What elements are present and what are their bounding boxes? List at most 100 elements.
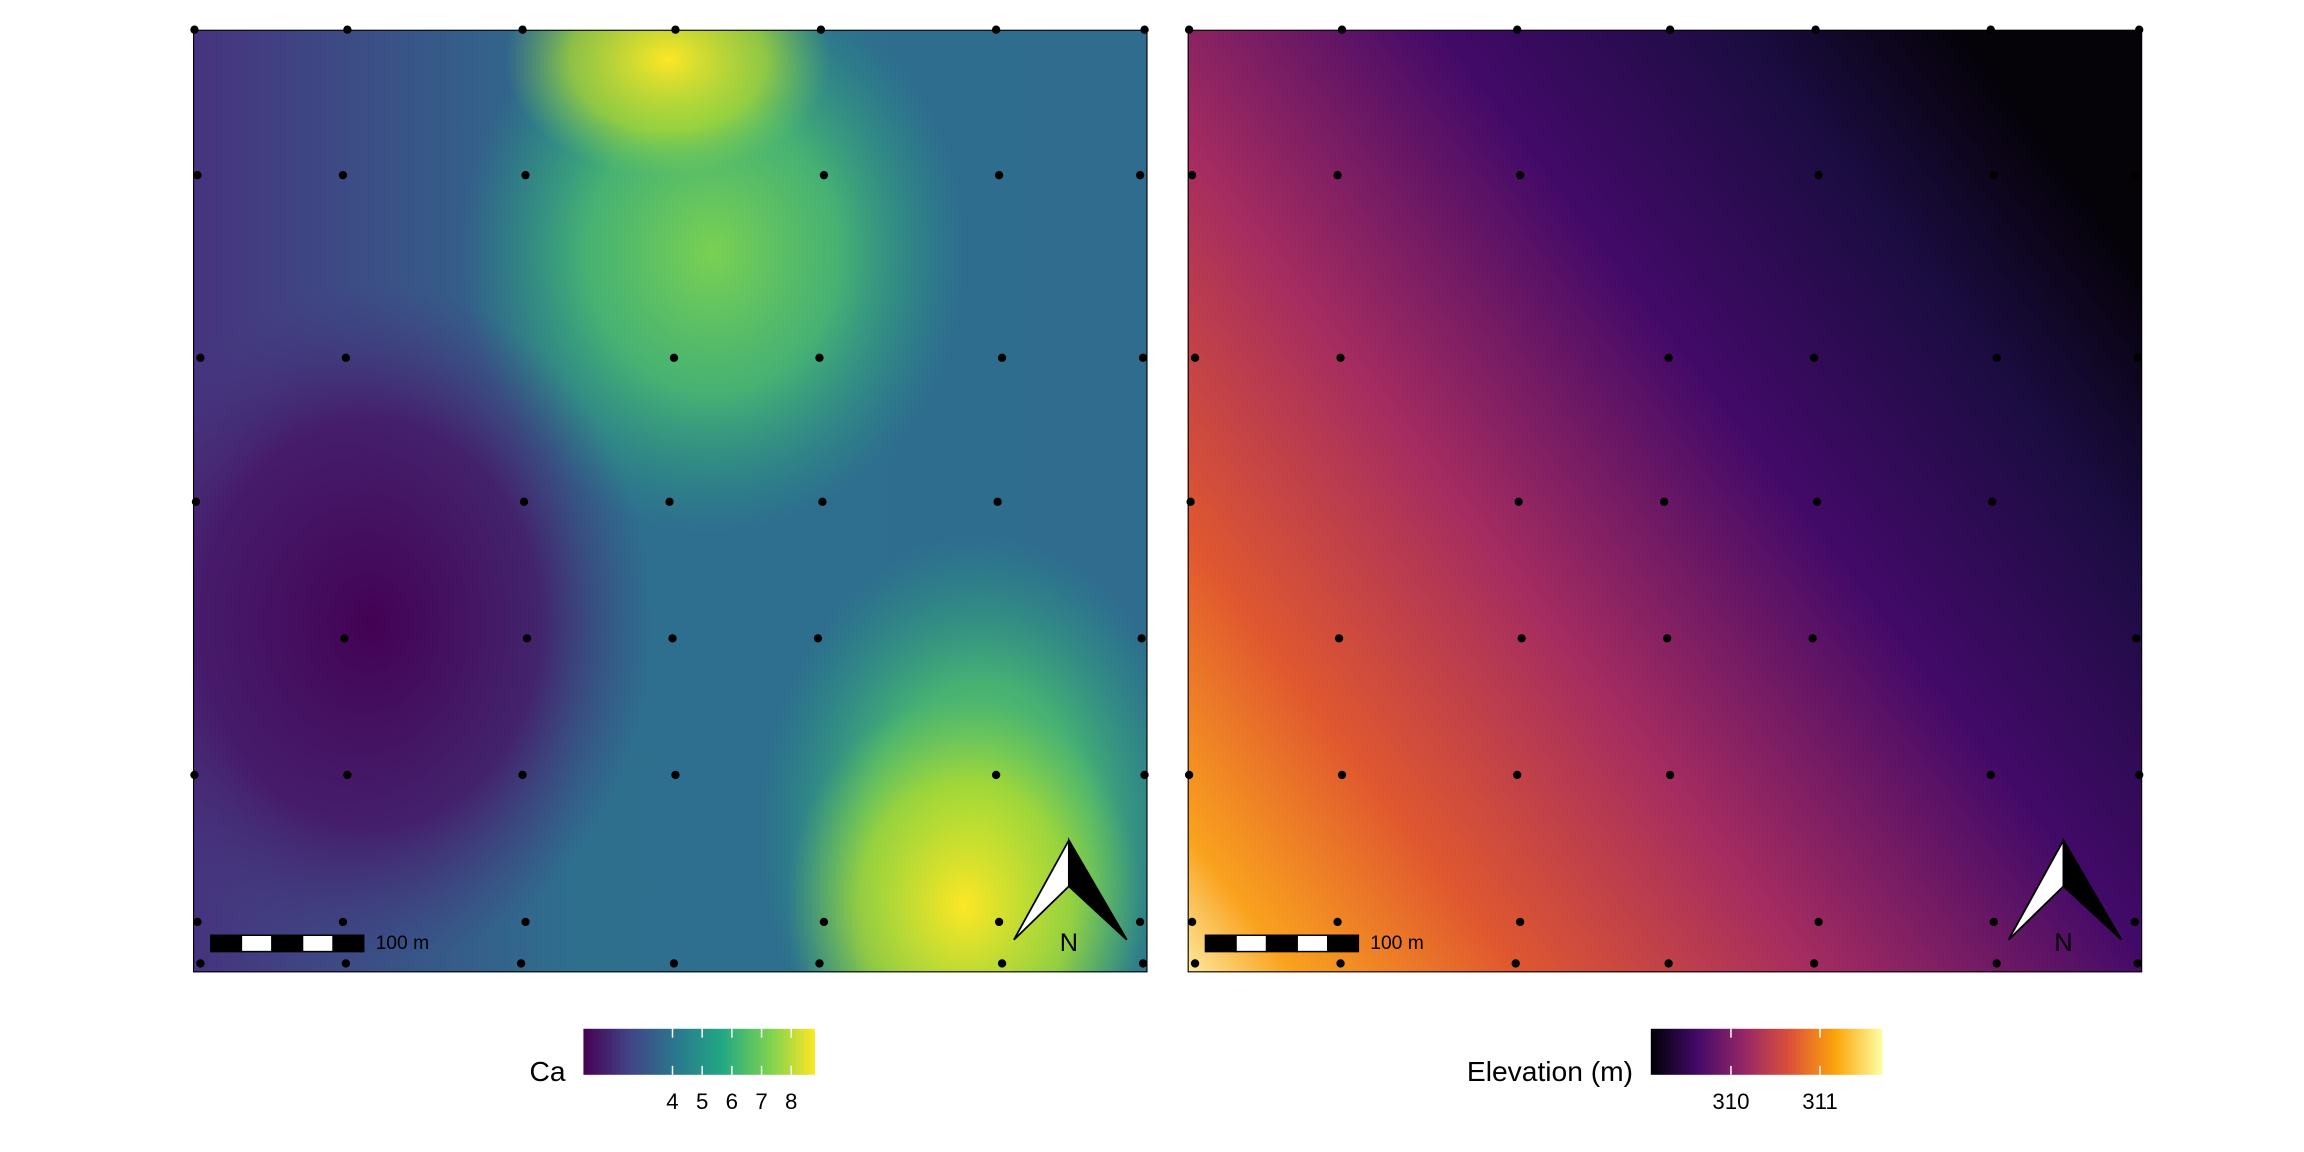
sample-point	[338, 917, 348, 927]
sample-point	[1513, 770, 1522, 780]
scale-bar-segment	[210, 934, 243, 953]
sample-point	[1514, 497, 1523, 506]
sample-point	[665, 497, 674, 506]
sample-point	[1138, 353, 1148, 362]
sample-point	[341, 353, 351, 362]
sample-point	[994, 917, 1004, 927]
sample-point	[2130, 171, 2139, 180]
sample-point	[671, 25, 680, 34]
colorbar-tick-label: 311	[1802, 1089, 1837, 1114]
sample-point	[1187, 171, 1197, 180]
sample-point	[1992, 959, 2001, 968]
legend-title: Elevation (m)	[1467, 1055, 1633, 1087]
sample-point	[1812, 497, 1822, 506]
sample-point	[819, 171, 829, 180]
sample-point	[193, 171, 202, 180]
sample-point	[997, 959, 1007, 968]
scale-bar-segment	[240, 934, 273, 953]
sample-point	[1988, 497, 1997, 506]
sample-point	[1814, 171, 1823, 180]
sample-point	[338, 171, 348, 180]
sample-point	[343, 770, 352, 780]
overlays: 100 m N 100 m N	[190, 25, 2144, 968]
sample-point	[1135, 171, 1145, 180]
scale-bar-segment	[271, 934, 304, 953]
sample-point	[1517, 634, 1526, 643]
sample-point	[1665, 770, 1675, 780]
sample-point	[1989, 917, 1998, 927]
sample-point	[2132, 634, 2141, 643]
sample-point	[1516, 917, 1525, 927]
sample-point	[1662, 634, 1672, 643]
sample-point	[518, 25, 527, 34]
sample-point	[819, 917, 829, 927]
legend-title: Ca	[530, 1055, 566, 1087]
sample-point	[994, 171, 1004, 180]
sample-point	[343, 25, 352, 34]
sample-point	[191, 497, 201, 506]
sample-point	[521, 171, 530, 180]
sample-point	[1336, 959, 1345, 968]
sample-point	[522, 634, 532, 643]
sample-point	[1808, 634, 1817, 643]
sample-point	[668, 634, 677, 643]
sample-point	[993, 497, 1002, 506]
sample-point	[196, 353, 205, 362]
sample-point	[991, 25, 1001, 34]
elevation-colorbar	[1650, 1028, 1883, 1075]
sample-point	[1814, 917, 1823, 927]
colorbar-tick-label: 4	[666, 1089, 678, 1114]
sample-point	[1184, 770, 1194, 780]
sample-point	[1809, 353, 1819, 362]
sample-point	[1664, 959, 1673, 968]
scale-bar-segment	[301, 934, 334, 953]
north-label: N	[1060, 929, 1078, 957]
sample-point	[1665, 25, 1675, 34]
sample-point	[813, 634, 823, 643]
sample-point	[818, 497, 827, 506]
scale-bar-segment	[1235, 934, 1268, 953]
sample-point	[1333, 171, 1342, 180]
sample-point	[991, 770, 1001, 780]
sample-point	[815, 959, 824, 968]
sample-point	[1809, 959, 1819, 968]
sample-point	[1184, 25, 1194, 34]
scale-bar-segment	[1204, 934, 1237, 953]
scale-bar-segment	[332, 934, 365, 953]
sample-point	[341, 959, 351, 968]
sample-point	[1516, 171, 1525, 180]
sample-point	[1190, 959, 1200, 968]
scale-bar-segment	[1327, 934, 1360, 953]
sample-point	[1137, 634, 1146, 643]
sample-point	[2133, 353, 2142, 362]
sample-point	[1186, 497, 1195, 506]
sample-point	[1140, 25, 1149, 34]
sample-point	[518, 770, 527, 780]
sample-point	[1187, 917, 1197, 927]
north-arrow-right	[1067, 836, 1128, 941]
colorbar-tick-label: 7	[755, 1089, 767, 1114]
sample-point	[2135, 770, 2144, 780]
sample-point	[1337, 25, 1347, 34]
sample-point	[1336, 353, 1345, 362]
sample-point	[1511, 959, 1520, 968]
north-label: N	[2054, 929, 2072, 957]
sample-point	[1986, 25, 1995, 34]
sample-point	[1337, 770, 1347, 780]
sample-point	[997, 353, 1007, 362]
sample-point	[1140, 770, 1149, 780]
sample-point	[521, 917, 530, 927]
sample-point	[2135, 25, 2144, 34]
sample-point	[669, 353, 679, 362]
north-arrow-right	[2062, 836, 2123, 941]
sample-point	[1811, 25, 1820, 34]
sample-point	[1138, 959, 1148, 968]
colorbar-tick-label: 8	[785, 1089, 797, 1114]
sample-point	[516, 959, 526, 968]
sample-point	[340, 634, 349, 643]
sample-point	[671, 770, 680, 780]
sample-point	[190, 25, 199, 34]
sample-point	[1513, 25, 1522, 34]
colorbar-tick-label: 6	[726, 1089, 738, 1114]
